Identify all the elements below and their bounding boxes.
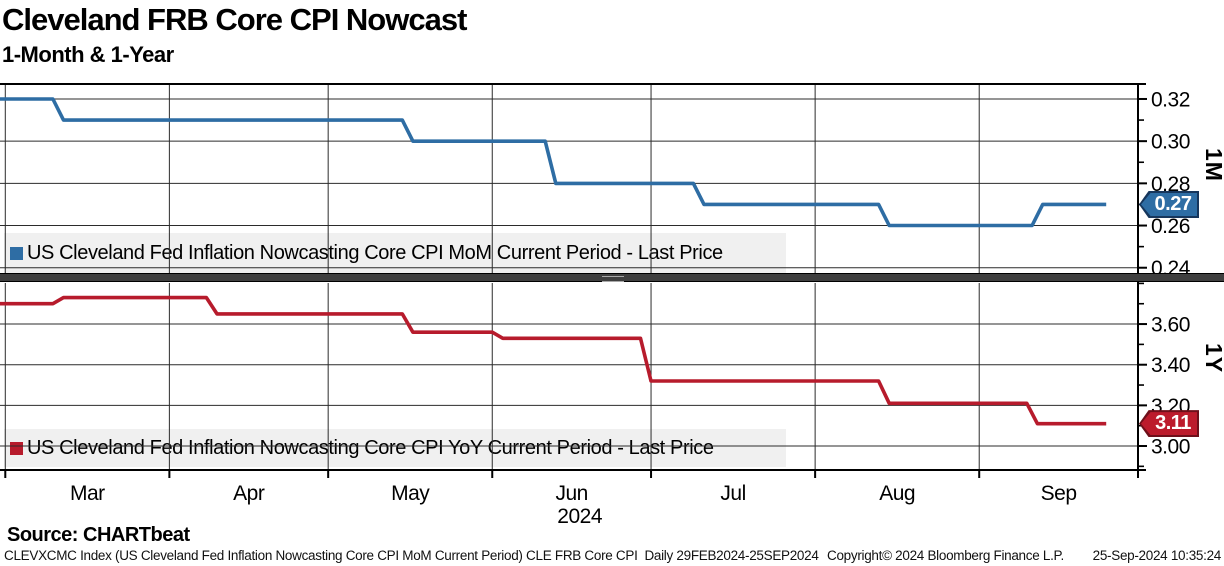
- page-subtitle: 1-Month & 1-Year: [2, 42, 174, 67]
- x-axis-month-label: Jul: [720, 482, 745, 505]
- footer-copyright: Copyright© 2024 Bloomberg Finance L.P.: [827, 548, 1064, 563]
- panel-splitter[interactable]: [0, 273, 1224, 282]
- y-axis-tick-label: 3.60: [1151, 314, 1190, 337]
- series-line-1m: [0, 97, 1107, 228]
- x-axis-year-label: 2024: [557, 505, 603, 528]
- footer-timestamp: 25-Sep-2024 10:35:24: [1092, 548, 1222, 563]
- y-axis-tick-label: 0.30: [1151, 131, 1190, 154]
- x-axis-month-label: Mar: [70, 482, 105, 505]
- x-axis-month-label: Sep: [1041, 482, 1077, 505]
- y-axis-tick-label: 3.00: [1151, 436, 1190, 459]
- legend-swatch-1y-icon: [10, 441, 23, 455]
- legend-item-1m[interactable]: US Cleveland Fed Inflation Nowcasting Co…: [4, 233, 786, 273]
- y-axis-tick-label: 0.32: [1151, 88, 1190, 111]
- y-axis-tick-label: 0.26: [1151, 215, 1190, 238]
- x-axis-month-label: Apr: [233, 482, 265, 505]
- x-axis-month-label: Jun: [555, 482, 587, 505]
- footer-security-info: CLEVXCMC Index (US Cleveland Fed Inflati…: [4, 548, 819, 563]
- x-axis-month-label: Aug: [879, 482, 915, 505]
- legend-label-1y: US Cleveland Fed Inflation Nowcasting Co…: [27, 436, 714, 459]
- last-price-value-1m: 0.27: [1154, 192, 1192, 215]
- panel-unit-label-1y: 1Y: [1201, 343, 1224, 374]
- last-price-badge-1m: 0.27: [1139, 190, 1199, 218]
- page-title: Cleveland FRB Core CPI Nowcast: [2, 2, 467, 37]
- last-price-badge-1y: 3.11: [1139, 410, 1199, 438]
- legend-swatch-1m-icon: [10, 246, 23, 260]
- legend-label-1m: US Cleveland Fed Inflation Nowcasting Co…: [27, 241, 723, 264]
- x-axis-month-label: May: [391, 482, 430, 505]
- series-line-1y: [0, 295, 1107, 426]
- splitter-grip-icon: [602, 276, 624, 282]
- last-price-value-1y: 3.11: [1155, 412, 1191, 435]
- source-label: Source: CHARTbeat: [7, 524, 190, 546]
- y-axis-tick-label: 3.40: [1151, 354, 1190, 377]
- legend-item-1y[interactable]: US Cleveland Fed Inflation Nowcasting Co…: [4, 429, 786, 467]
- panel-unit-label-1m: 1M: [1201, 148, 1224, 182]
